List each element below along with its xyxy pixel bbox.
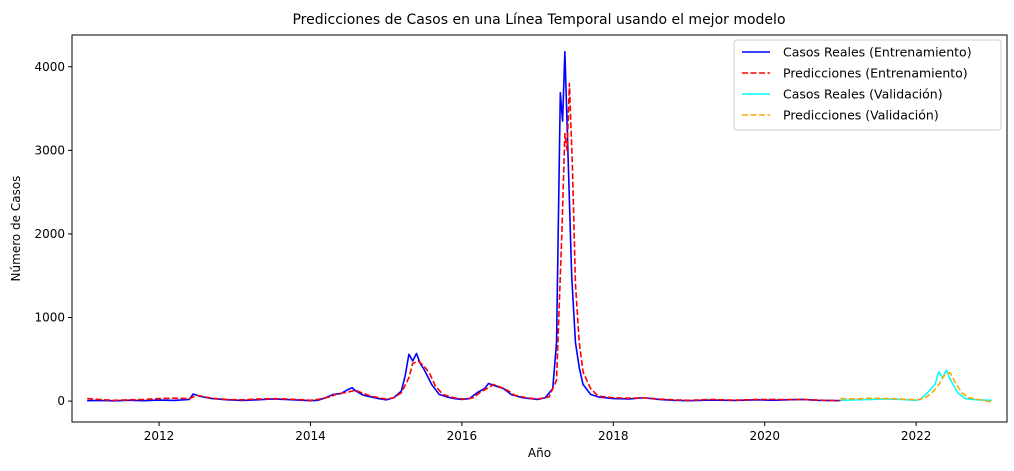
y-tick-label: 2000 <box>34 227 65 241</box>
x-tick-label: 2016 <box>447 429 478 443</box>
x-tick-label: 2012 <box>144 429 175 443</box>
series-layer <box>87 50 993 403</box>
legend-entry-label: Predicciones (Entrenamiento) <box>783 66 968 81</box>
plot-frame <box>71 34 1008 423</box>
legend: Casos Reales (Entrenamiento) Predicciones… <box>733 39 1002 131</box>
series-line-2 <box>87 82 841 402</box>
x-axis-label: Año <box>528 446 551 460</box>
y-tick-label: 0 <box>57 394 65 408</box>
x-tick-label: 2014 <box>295 429 326 443</box>
x-tick-label: 2018 <box>598 429 629 443</box>
x-tick-label: 2022 <box>901 429 932 443</box>
legend-box <box>733 39 1002 131</box>
y-tick-label: 3000 <box>34 143 65 157</box>
series-line-4 <box>840 371 993 403</box>
chart-title: Predicciones de Casos en una Línea Tempo… <box>292 12 785 28</box>
legend-entry-label: Predicciones (Validación) <box>783 108 939 123</box>
series-line-1 <box>87 50 841 402</box>
legend-entry-label: Casos Reales (Entrenamiento) <box>783 45 972 60</box>
y-axis-label: Número de Casos <box>9 176 23 282</box>
y-tick-label: 4000 <box>34 60 65 74</box>
x-axis: 2012 2014 2016 2018 2020 2022 <box>144 422 932 443</box>
legend-entry-label: Casos Reales (Validación) <box>783 87 943 102</box>
y-tick-label: 1000 <box>34 311 65 325</box>
x-tick-label: 2020 <box>749 429 780 443</box>
series-line-3 <box>840 369 992 402</box>
y-axis: 0 1000 2000 3000 4000 <box>34 60 72 408</box>
